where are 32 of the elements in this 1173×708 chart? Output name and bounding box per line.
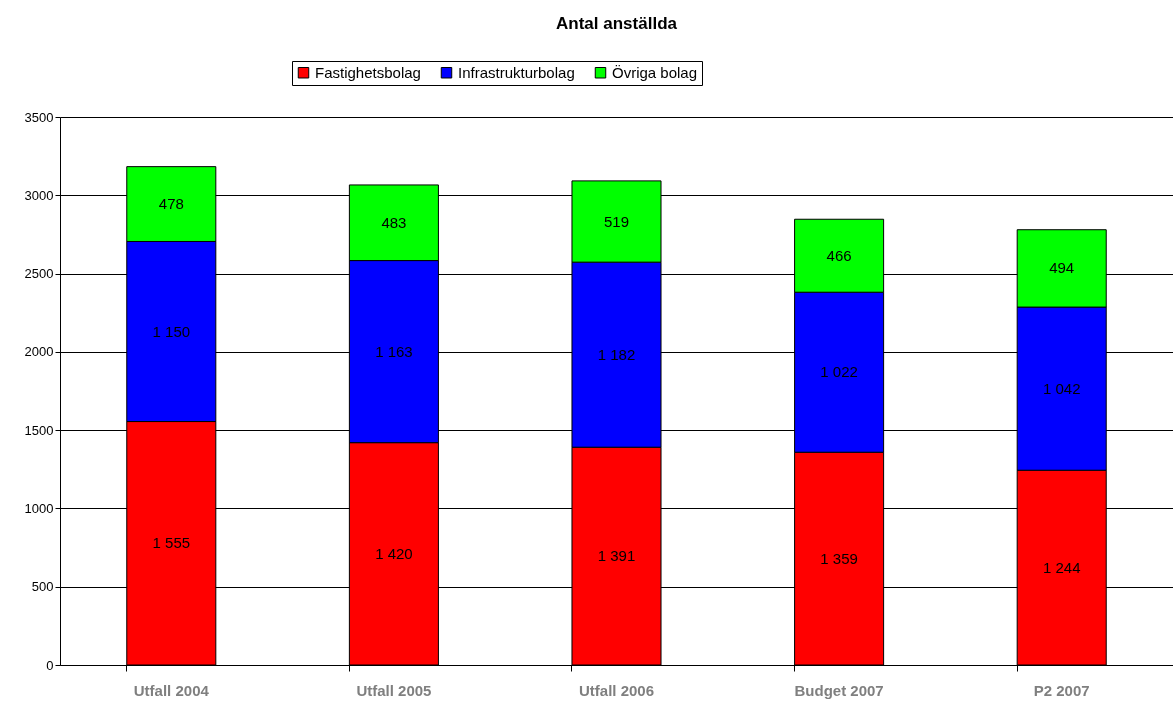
data-label: 519: [603, 212, 630, 230]
y-tick-label: 2500: [24, 266, 54, 282]
data-label: 1 022: [820, 363, 858, 381]
y-tick-label: 3500: [24, 109, 54, 125]
data-label: 1 042: [1042, 379, 1081, 397]
x-tick-label: Utfall 2004: [133, 681, 210, 699]
chart-title: Antal anställda: [556, 13, 678, 33]
y-tick-label: 0: [46, 657, 54, 673]
y-tick-label: 500: [31, 579, 54, 595]
data-label: 1 150: [152, 322, 191, 340]
legend-label: Övriga bolag: [612, 63, 698, 81]
data-label: 1 244: [1042, 558, 1081, 576]
y-tick-label: 2000: [24, 344, 54, 360]
data-label: 483: [381, 213, 407, 231]
x-tick-label: Budget 2007: [794, 681, 884, 699]
x-tick-label: P2 2007: [1033, 681, 1090, 699]
data-label: 1 359: [820, 549, 858, 567]
legend-label: Infrastrukturbolag: [458, 63, 575, 81]
data-label: 1 420: [375, 544, 413, 562]
data-label: 478: [158, 195, 184, 213]
legend-label: Fastighetsbolag: [315, 63, 421, 81]
x-tick-label: Utfall 2006: [578, 681, 655, 699]
data-label: 1 163: [375, 342, 413, 360]
y-tick-label: 1500: [24, 422, 54, 438]
y-tick-label: 3000: [24, 187, 54, 203]
data-label: 1 391: [597, 547, 636, 565]
data-label: 1 182: [597, 345, 636, 363]
x-tick-label: Utfall 2005: [356, 681, 432, 699]
data-label: 466: [826, 246, 852, 264]
data-label: 1 555: [152, 534, 191, 552]
y-tick-label: 1000: [24, 500, 54, 516]
data-label: 494: [1049, 259, 1075, 277]
